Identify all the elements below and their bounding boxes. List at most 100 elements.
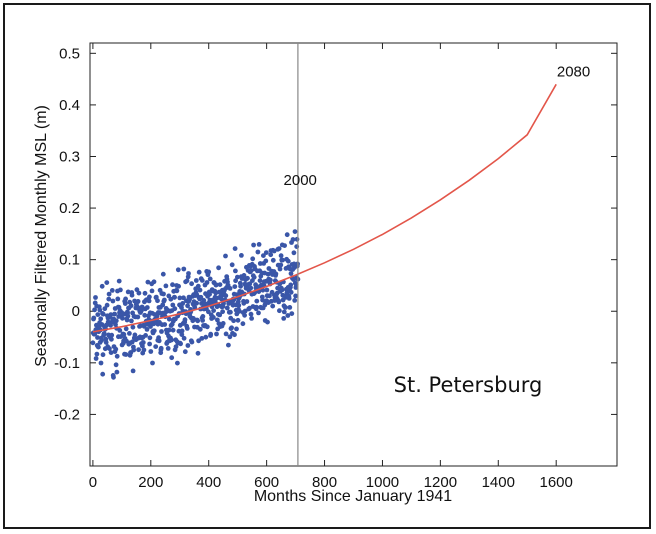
data-point (251, 274, 257, 280)
data-point (128, 303, 134, 309)
data-point (160, 271, 166, 277)
data-point (175, 267, 181, 273)
data-point (182, 317, 188, 323)
data-point (294, 236, 300, 242)
data-point (292, 298, 298, 303)
data-point (162, 322, 168, 327)
data-point (214, 331, 219, 337)
data-point (140, 343, 145, 349)
data-point (170, 327, 176, 333)
data-point (170, 302, 176, 308)
data-point (278, 253, 284, 259)
data-point (102, 306, 108, 312)
data-point (177, 295, 183, 301)
data-point (174, 288, 180, 294)
data-point (204, 280, 210, 285)
data-point (153, 344, 159, 349)
data-point (200, 318, 206, 323)
data-point (196, 269, 202, 275)
data-point (268, 277, 273, 283)
data-point (261, 253, 266, 258)
data-point (242, 308, 248, 314)
x-tick-label: 800 (312, 474, 337, 491)
data-point (120, 315, 125, 321)
data-point (293, 293, 298, 299)
x-tick-label: 200 (138, 474, 163, 491)
projection-curve (92, 83, 557, 333)
data-point (150, 360, 155, 366)
data-point (219, 296, 224, 302)
data-point (90, 340, 96, 346)
data-point (231, 318, 237, 324)
data-point (237, 308, 242, 314)
data-point (107, 346, 112, 351)
data-point (223, 253, 228, 259)
data-point (109, 332, 115, 338)
data-point (235, 299, 241, 305)
data-point (273, 271, 279, 277)
data-point (203, 334, 209, 340)
data-point (93, 356, 99, 361)
data-point (100, 371, 106, 377)
data-point (100, 352, 106, 358)
data-point (195, 350, 201, 356)
data-point (288, 282, 294, 288)
data-point (173, 344, 179, 350)
data-point (195, 318, 201, 324)
data-point (111, 374, 116, 380)
data-point (248, 268, 254, 273)
x-tick-label: 400 (196, 474, 221, 491)
y-tick-label: 0 (72, 303, 80, 320)
data-point (240, 321, 246, 327)
data-point (241, 273, 247, 278)
data-point (114, 353, 120, 359)
data-point (179, 328, 185, 334)
data-point (163, 283, 169, 289)
data-point (129, 292, 135, 298)
data-point (263, 250, 269, 256)
data-point (118, 287, 123, 293)
data-point (189, 339, 195, 345)
data-point (172, 306, 178, 312)
data-point (217, 282, 223, 287)
data-point (288, 271, 294, 276)
data-point (207, 276, 213, 282)
data-point (159, 329, 164, 334)
data-point (165, 346, 171, 351)
data-point (138, 308, 144, 314)
data-point (275, 285, 280, 291)
data-point (249, 316, 255, 321)
data-point (192, 305, 198, 310)
data-point (267, 293, 272, 299)
plot-area (89, 42, 618, 467)
data-point (153, 294, 159, 300)
data-point (207, 291, 213, 297)
data-point (96, 344, 101, 350)
data-point (232, 284, 238, 289)
data-point (158, 345, 164, 351)
data-point (124, 317, 130, 323)
y-tick-label: 0.3 (59, 148, 80, 165)
data-point (286, 296, 292, 301)
data-point (136, 347, 142, 353)
data-point (223, 331, 229, 337)
data-point (287, 305, 293, 310)
data-point (143, 333, 149, 338)
data-point (285, 258, 291, 264)
data-point (290, 237, 296, 242)
y-tick-label: 0.1 (59, 252, 80, 269)
x-tick-label: 0 (89, 474, 97, 491)
data-point (236, 303, 242, 308)
data-point (121, 332, 127, 337)
observed-points (90, 229, 301, 380)
data-point (247, 281, 253, 287)
data-point (254, 304, 259, 310)
y-tick-label: 0.2 (59, 200, 80, 217)
data-point (129, 339, 135, 345)
data-point (131, 347, 137, 353)
data-point (144, 327, 150, 332)
data-point (292, 229, 298, 235)
data-point (216, 265, 222, 271)
data-point (227, 286, 233, 291)
data-point (106, 296, 112, 302)
